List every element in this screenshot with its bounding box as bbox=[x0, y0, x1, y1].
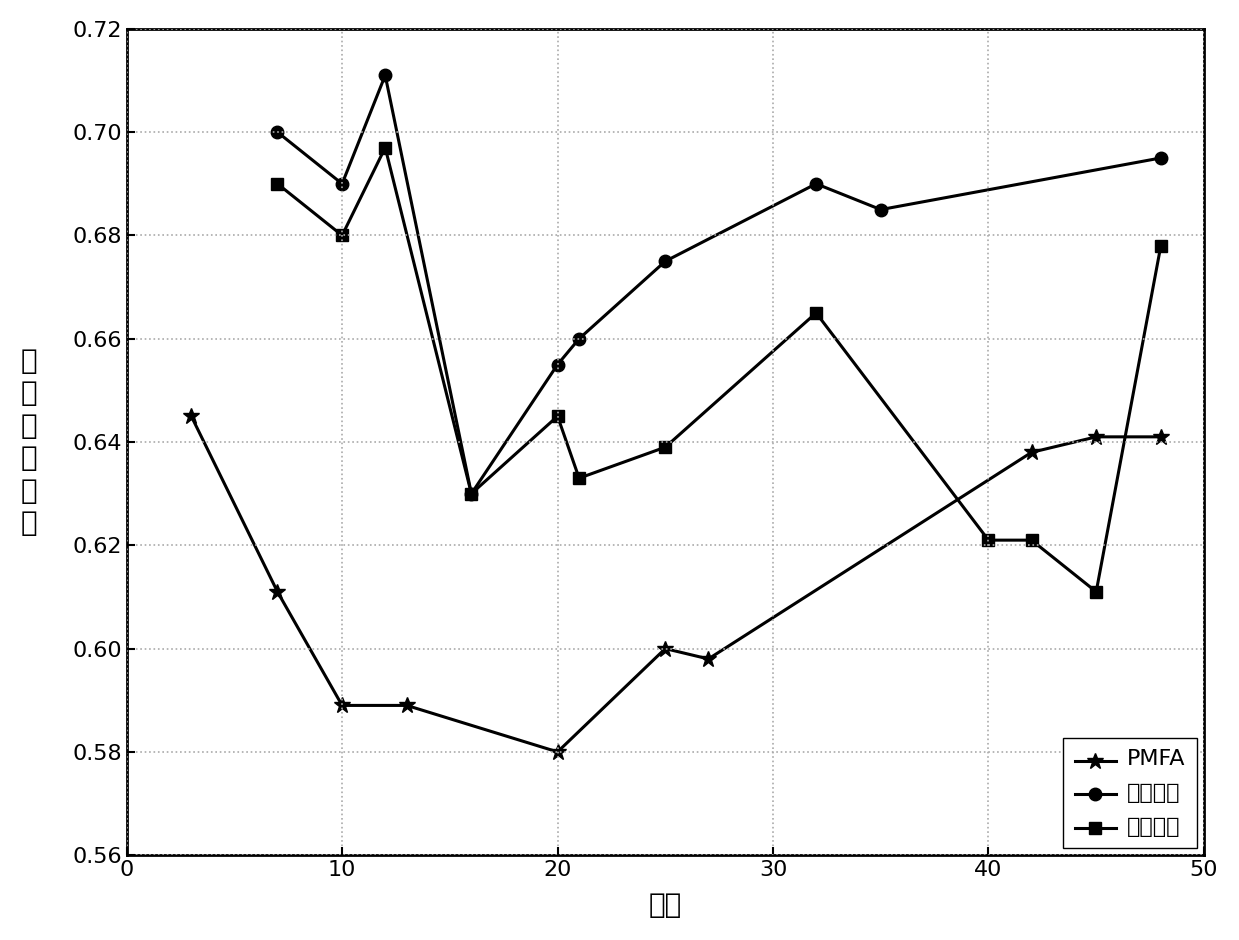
协同过滤 bbox=[463, 488, 478, 499]
PMFA bbox=[1089, 431, 1104, 443]
PMFA bbox=[399, 699, 414, 711]
基于内容 bbox=[809, 307, 824, 319]
基于内容 bbox=[463, 488, 478, 499]
PMFA bbox=[658, 643, 673, 654]
X-axis label: 时间: 时间 bbox=[649, 891, 681, 919]
协同过滤 bbox=[550, 359, 565, 370]
基于内容 bbox=[335, 229, 349, 241]
协同过滤 bbox=[378, 70, 393, 81]
基于内容 bbox=[378, 142, 393, 153]
PMFA bbox=[183, 411, 198, 422]
基于内容 bbox=[1025, 535, 1040, 546]
Y-axis label: 个
性
化
准
确
率: 个 性 化 准 确 率 bbox=[21, 347, 37, 537]
PMFA bbox=[701, 653, 716, 665]
Line: 协同过滤: 协同过滤 bbox=[271, 69, 1167, 500]
协同过滤 bbox=[658, 256, 673, 267]
协同过滤 bbox=[571, 333, 586, 344]
PMFA bbox=[550, 746, 565, 758]
Line: PMFA: PMFA bbox=[183, 408, 1170, 760]
基于内容 bbox=[981, 535, 996, 546]
基于内容 bbox=[571, 473, 586, 484]
PMFA bbox=[270, 587, 285, 598]
协同过滤 bbox=[335, 179, 349, 190]
Legend: PMFA, 协同过滤, 基于内容: PMFA, 协同过滤, 基于内容 bbox=[1063, 738, 1197, 848]
基于内容 bbox=[1089, 587, 1104, 598]
Line: 基于内容: 基于内容 bbox=[271, 141, 1167, 598]
协同过滤 bbox=[873, 204, 888, 215]
协同过滤 bbox=[1154, 152, 1168, 164]
协同过滤 bbox=[809, 179, 824, 190]
PMFA bbox=[1154, 431, 1168, 443]
基于内容 bbox=[658, 442, 673, 453]
基于内容 bbox=[1154, 240, 1168, 251]
基于内容 bbox=[270, 179, 285, 190]
PMFA bbox=[335, 699, 349, 711]
PMFA bbox=[1025, 446, 1040, 458]
基于内容 bbox=[550, 411, 565, 422]
协同过滤 bbox=[270, 127, 285, 138]
